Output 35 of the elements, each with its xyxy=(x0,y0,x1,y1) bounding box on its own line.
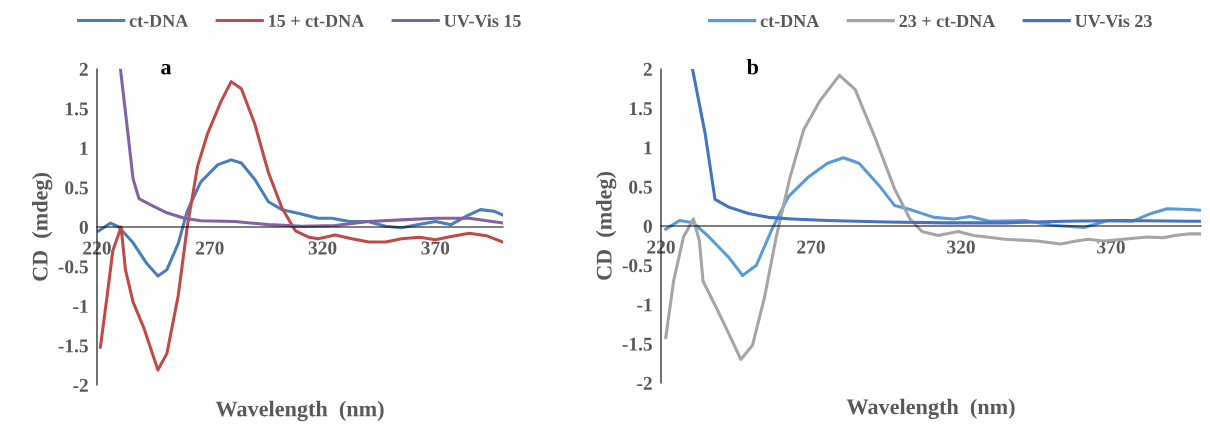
y-tick-label: -2 xyxy=(637,376,652,390)
y-axis-title: CD (mdeg) xyxy=(32,173,53,281)
x-tick-label: 270 xyxy=(797,240,825,254)
y-axis-title: CD (mdeg) xyxy=(596,172,617,280)
x-tick-label: 320 xyxy=(308,241,337,255)
y-tick-label: -2 xyxy=(73,378,88,392)
y-tick-label: 0.5 xyxy=(629,180,652,194)
y-tick-label: -1.5 xyxy=(622,337,652,351)
annotation: a xyxy=(161,63,172,75)
y-tick-label: -0.5 xyxy=(622,259,652,273)
x-tick-label: 270 xyxy=(196,241,224,255)
y-tick-label: -1.5 xyxy=(58,339,88,353)
x-axis-title: Wavelength (nm) xyxy=(846,398,1015,420)
y-tick-label: 0 xyxy=(643,219,652,233)
y-tick-label: -1 xyxy=(637,298,652,312)
legend-label: UV-Vis 15 xyxy=(444,14,521,28)
legend-label: 15 + ct-DNA xyxy=(269,14,365,27)
y-tick-label: 1 xyxy=(644,141,652,155)
y-tick-label: -0.5 xyxy=(58,260,88,274)
legend-label: UV-Vis 23 xyxy=(1075,14,1152,28)
y-tick-label: 2 xyxy=(79,62,88,76)
y-tick-label: 1.5 xyxy=(629,102,652,116)
x-tick-label: 370 xyxy=(421,241,450,255)
x-tick-label: 320 xyxy=(947,240,975,254)
y-tick-label: 2 xyxy=(643,62,652,76)
y-tick-label: -1 xyxy=(73,299,88,313)
y-tick-label: 1.5 xyxy=(65,102,88,116)
x-axis-title: Wavelength (nm) xyxy=(215,400,384,422)
y-tick-label: 0 xyxy=(79,220,88,234)
legend-label: 23 + ct-DNA xyxy=(899,14,996,28)
annotation: b xyxy=(746,58,759,75)
legend-label: ct-DNA xyxy=(129,14,189,27)
y-tick-label: 1 xyxy=(80,141,88,155)
y-tick-label: 0.5 xyxy=(65,181,88,195)
legend-label: ct-DNA xyxy=(760,15,820,28)
